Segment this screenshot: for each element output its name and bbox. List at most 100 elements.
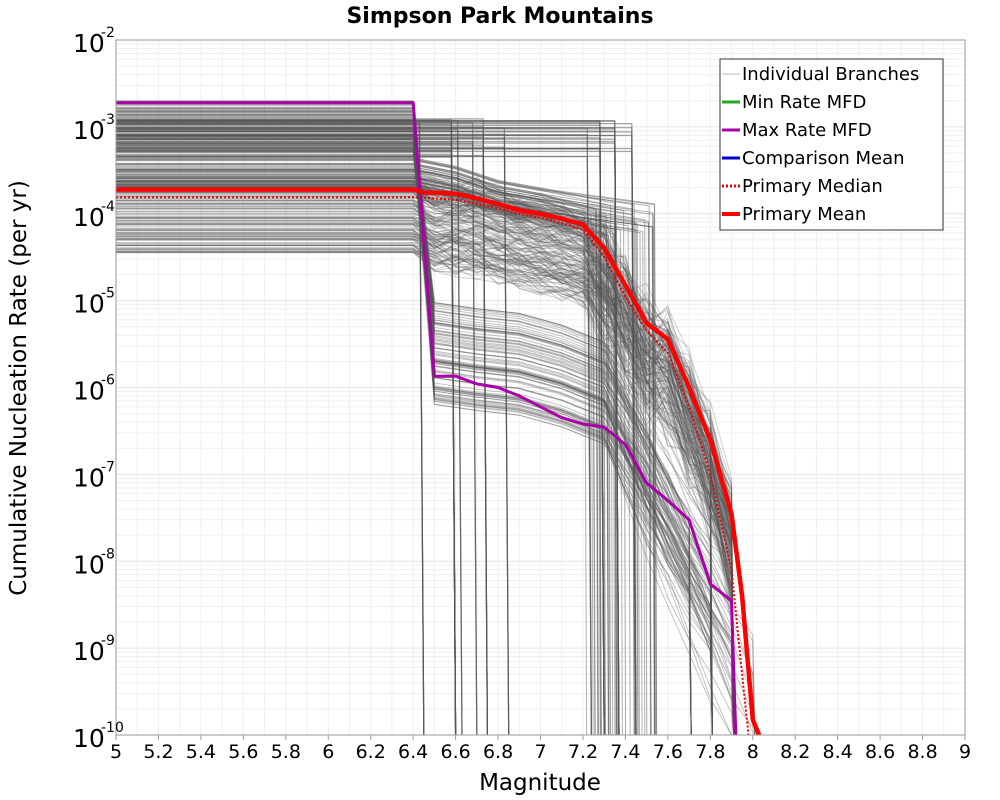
branch-line [116, 164, 599, 736]
branch-line [116, 250, 713, 736]
legend-box [719, 58, 944, 231]
legend-items: Individual Branches Min Rate MFD Max Rate … [722, 64, 919, 225]
branch-line [116, 113, 713, 736]
y-axis-label: Cumulative Nucleation Rate (per yr) [6, 180, 32, 596]
branch-line [116, 166, 599, 736]
branch-line [116, 111, 692, 736]
y-tick-base: 10 [73, 724, 105, 753]
branch-line [116, 123, 425, 736]
branch-line [116, 184, 623, 736]
branch-line [116, 142, 692, 736]
branch-line [116, 184, 619, 736]
branch-line [116, 169, 636, 736]
series-max-rate-mfd [116, 101, 738, 736]
legend-item: Min Rate MFD [722, 92, 866, 113]
branch-line [116, 158, 658, 736]
branch-line [116, 183, 618, 736]
branch-line [116, 185, 646, 736]
branch-line [116, 138, 735, 736]
x-tick-label: 5.2 [143, 741, 173, 763]
branch-line [116, 176, 596, 736]
y-tick-base: 10 [73, 116, 105, 145]
x-tick-label: 6.6 [440, 741, 470, 763]
branch-line [116, 171, 602, 736]
branch-line [116, 108, 735, 736]
y-tick-base: 10 [73, 290, 105, 319]
y-tick-label: 10-8 [73, 546, 115, 579]
branch-line [116, 151, 713, 736]
branch-line [116, 136, 756, 736]
branch-line [116, 142, 735, 736]
legend-label: Primary Median [742, 176, 883, 197]
branch-line [116, 120, 620, 736]
branch-line [116, 176, 639, 736]
branch-line [116, 103, 756, 736]
branch-line [116, 100, 713, 736]
individual-branches [116, 100, 756, 736]
x-tick-label: 5.6 [228, 741, 258, 763]
x-tick-label: 8.8 [907, 741, 937, 763]
series-primary-median [116, 196, 750, 736]
y-tick-label: 10-3 [73, 112, 115, 145]
branch-line [116, 109, 735, 736]
branch-line [116, 111, 735, 736]
y-tick-label: 10-9 [73, 633, 115, 666]
branch-line [116, 243, 713, 736]
branch-line [116, 150, 756, 736]
y-tick-base: 10 [73, 637, 105, 666]
branch-line [116, 207, 713, 736]
branch-line [116, 121, 692, 736]
branch-line [116, 116, 735, 736]
branch-line [116, 127, 692, 736]
legend-label: Max Rate MFD [742, 120, 872, 141]
x-tick-label: 5.8 [271, 741, 301, 763]
branch-line [116, 177, 652, 736]
branch-line [116, 129, 713, 736]
y-tick-exponent: -3 [101, 112, 115, 128]
branch-line [116, 177, 640, 736]
branch-line [116, 186, 606, 736]
branch-line [116, 155, 605, 736]
legend-label: Primary Mean [742, 204, 866, 225]
x-tick-label: 5.4 [186, 741, 216, 763]
branch-line [116, 136, 713, 736]
series-layer [116, 101, 762, 736]
branch-line [116, 169, 588, 736]
branch-line [116, 119, 713, 736]
branch-line [116, 135, 735, 736]
y-tick-base: 10 [73, 203, 105, 232]
branch-line [116, 120, 692, 736]
branch-line [116, 168, 618, 736]
branch-line [116, 134, 735, 736]
legend-item: Max Rate MFD [722, 120, 872, 141]
branch-line [116, 157, 618, 736]
y-tick-exponent: -9 [101, 633, 115, 649]
branch-line [116, 146, 713, 736]
branch-line [116, 177, 607, 736]
branch-line [116, 163, 599, 736]
branch-line [116, 221, 713, 736]
branch-line [116, 100, 692, 736]
legend: Individual Branches Min Rate MFD Max Rate … [719, 58, 944, 231]
branch-line [116, 232, 713, 736]
y-tick-base: 10 [73, 29, 105, 58]
branch-line [116, 102, 735, 736]
branch-line [116, 102, 713, 736]
branch-line [116, 115, 735, 736]
y-tick-exponent: -5 [101, 286, 115, 302]
y-tick-exponent: -7 [101, 459, 115, 475]
y-tick-base: 10 [73, 550, 105, 579]
branch-line [116, 183, 639, 736]
legend-item: Comparison Mean [722, 148, 905, 169]
branch-line [116, 119, 734, 736]
branch-line [116, 112, 735, 736]
y-tick-base: 10 [73, 377, 105, 406]
branch-line [116, 160, 652, 736]
branch-line [116, 122, 692, 736]
branch-line [116, 114, 713, 736]
branch-line [116, 101, 735, 736]
branch-line [116, 139, 756, 736]
x-tick-label: 6.8 [483, 741, 513, 763]
branch-line [116, 159, 614, 736]
